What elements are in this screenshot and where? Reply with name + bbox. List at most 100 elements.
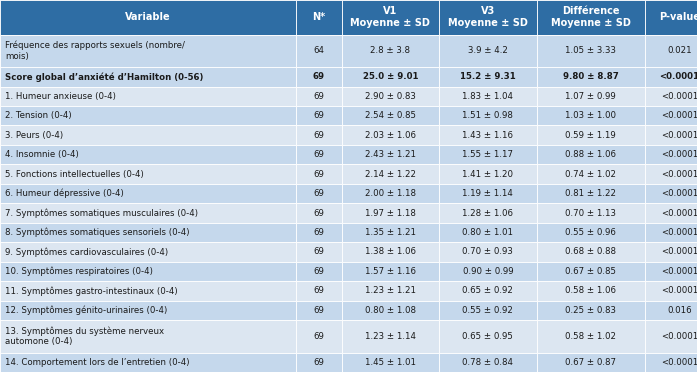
- Text: 1.23 ± 1.14: 1.23 ± 1.14: [365, 332, 416, 341]
- Bar: [296, 223, 342, 242]
- Text: 2.14 ± 1.22: 2.14 ± 1.22: [365, 170, 416, 179]
- Bar: [342, 353, 439, 372]
- Bar: [296, 106, 342, 125]
- Bar: [439, 353, 537, 372]
- Text: 0.67 ± 0.87: 0.67 ± 0.87: [565, 358, 616, 367]
- Bar: [645, 67, 697, 87]
- Bar: [342, 301, 439, 320]
- Text: <0.0001: <0.0001: [661, 286, 697, 295]
- Bar: [645, 106, 697, 125]
- Text: Fréquence des rapports sexuels (nombre/
mois): Fréquence des rapports sexuels (nombre/ …: [5, 41, 185, 61]
- Text: V3
Moyenne ± SD: V3 Moyenne ± SD: [448, 6, 528, 28]
- Text: 0.81 ± 1.22: 0.81 ± 1.22: [565, 189, 616, 198]
- Bar: [296, 262, 342, 281]
- Bar: [0, 203, 296, 223]
- Bar: [645, 262, 697, 281]
- Bar: [439, 0, 537, 35]
- Bar: [296, 145, 342, 164]
- Text: 1.03 ± 1.00: 1.03 ± 1.00: [565, 111, 616, 120]
- Bar: [439, 223, 537, 242]
- Text: 69: 69: [314, 131, 324, 140]
- Bar: [342, 242, 439, 262]
- Text: 5. Fonctions intellectuelles (0-4): 5. Fonctions intellectuelles (0-4): [5, 170, 144, 179]
- Text: 25.0 ± 9.01: 25.0 ± 9.01: [362, 72, 418, 81]
- Bar: [0, 281, 296, 301]
- Bar: [439, 242, 537, 262]
- Text: 69: 69: [314, 228, 324, 237]
- Text: 1.05 ± 3.33: 1.05 ± 3.33: [565, 46, 616, 55]
- Bar: [0, 125, 296, 145]
- Bar: [537, 87, 645, 106]
- Text: 0.021: 0.021: [667, 46, 692, 55]
- Bar: [645, 35, 697, 67]
- Bar: [0, 262, 296, 281]
- Text: 1.07 ± 0.99: 1.07 ± 0.99: [565, 92, 616, 101]
- Text: 0.70 ± 0.93: 0.70 ± 0.93: [463, 247, 513, 256]
- Text: 0.78 ± 0.84: 0.78 ± 0.84: [462, 358, 514, 367]
- Bar: [0, 145, 296, 164]
- Bar: [645, 320, 697, 353]
- Bar: [537, 35, 645, 67]
- Text: 0.016: 0.016: [667, 306, 692, 315]
- Text: 0.65 ± 0.92: 0.65 ± 0.92: [463, 286, 513, 295]
- Bar: [645, 242, 697, 262]
- Text: 0.74 ± 1.02: 0.74 ± 1.02: [565, 170, 616, 179]
- Bar: [342, 164, 439, 184]
- Bar: [0, 184, 296, 203]
- Bar: [537, 145, 645, 164]
- Bar: [342, 203, 439, 223]
- Text: <0.0001: <0.0001: [661, 150, 697, 159]
- Text: Différence
Moyenne ± SD: Différence Moyenne ± SD: [551, 6, 631, 28]
- Text: 69: 69: [314, 189, 324, 198]
- Text: 9.80 ± 8.87: 9.80 ± 8.87: [562, 72, 619, 81]
- Text: 2.03 ± 1.06: 2.03 ± 1.06: [365, 131, 416, 140]
- Bar: [537, 281, 645, 301]
- Text: <0.0001: <0.0001: [661, 267, 697, 276]
- Bar: [0, 301, 296, 320]
- Text: 69: 69: [314, 209, 324, 218]
- Text: <0.0001: <0.0001: [661, 332, 697, 341]
- Bar: [342, 281, 439, 301]
- Text: 13. Symptômes du système nerveux
automone (0-4): 13. Symptômes du système nerveux automon…: [5, 326, 164, 346]
- Bar: [342, 145, 439, 164]
- Text: 69: 69: [314, 247, 324, 256]
- Bar: [645, 353, 697, 372]
- Text: 69: 69: [314, 332, 324, 341]
- Bar: [342, 67, 439, 87]
- Bar: [0, 164, 296, 184]
- Text: 14. Comportement lors de l’entretien (0-4): 14. Comportement lors de l’entretien (0-…: [5, 358, 190, 367]
- Text: <0.0001: <0.0001: [661, 92, 697, 101]
- Bar: [645, 223, 697, 242]
- Text: 69: 69: [314, 267, 324, 276]
- Text: 3. Peurs (0-4): 3. Peurs (0-4): [5, 131, 63, 140]
- Text: <0.0001: <0.0001: [659, 72, 697, 81]
- Bar: [296, 35, 342, 67]
- Text: 69: 69: [314, 150, 324, 159]
- Text: 0.58 ± 1.02: 0.58 ± 1.02: [565, 332, 616, 341]
- Text: 0.59 ± 1.19: 0.59 ± 1.19: [565, 131, 616, 140]
- Text: 6. Humeur dépressive (0-4): 6. Humeur dépressive (0-4): [5, 189, 123, 198]
- Bar: [645, 145, 697, 164]
- Bar: [439, 87, 537, 106]
- Bar: [537, 0, 645, 35]
- Text: 69: 69: [314, 306, 324, 315]
- Text: 0.80 ± 1.01: 0.80 ± 1.01: [462, 228, 514, 237]
- Bar: [439, 125, 537, 145]
- Bar: [342, 320, 439, 353]
- Bar: [342, 223, 439, 242]
- Text: 0.68 ± 0.88: 0.68 ± 0.88: [565, 247, 616, 256]
- Bar: [296, 281, 342, 301]
- Bar: [296, 164, 342, 184]
- Bar: [537, 262, 645, 281]
- Text: 9. Symptômes cardiovasculaires (0-4): 9. Symptômes cardiovasculaires (0-4): [5, 247, 168, 257]
- Text: 64: 64: [314, 46, 324, 55]
- Bar: [0, 67, 296, 87]
- Text: 11. Symptômes gastro-intestinaux (0-4): 11. Symptômes gastro-intestinaux (0-4): [5, 286, 178, 296]
- Text: 1.57 ± 1.16: 1.57 ± 1.16: [365, 267, 416, 276]
- Text: 0.55 ± 0.96: 0.55 ± 0.96: [565, 228, 616, 237]
- Bar: [296, 353, 342, 372]
- Text: Score global d’anxiété d’Hamilton (0-56): Score global d’anxiété d’Hamilton (0-56): [5, 72, 204, 81]
- Text: 1.97 ± 1.18: 1.97 ± 1.18: [365, 209, 415, 218]
- Bar: [439, 67, 537, 87]
- Bar: [439, 35, 537, 67]
